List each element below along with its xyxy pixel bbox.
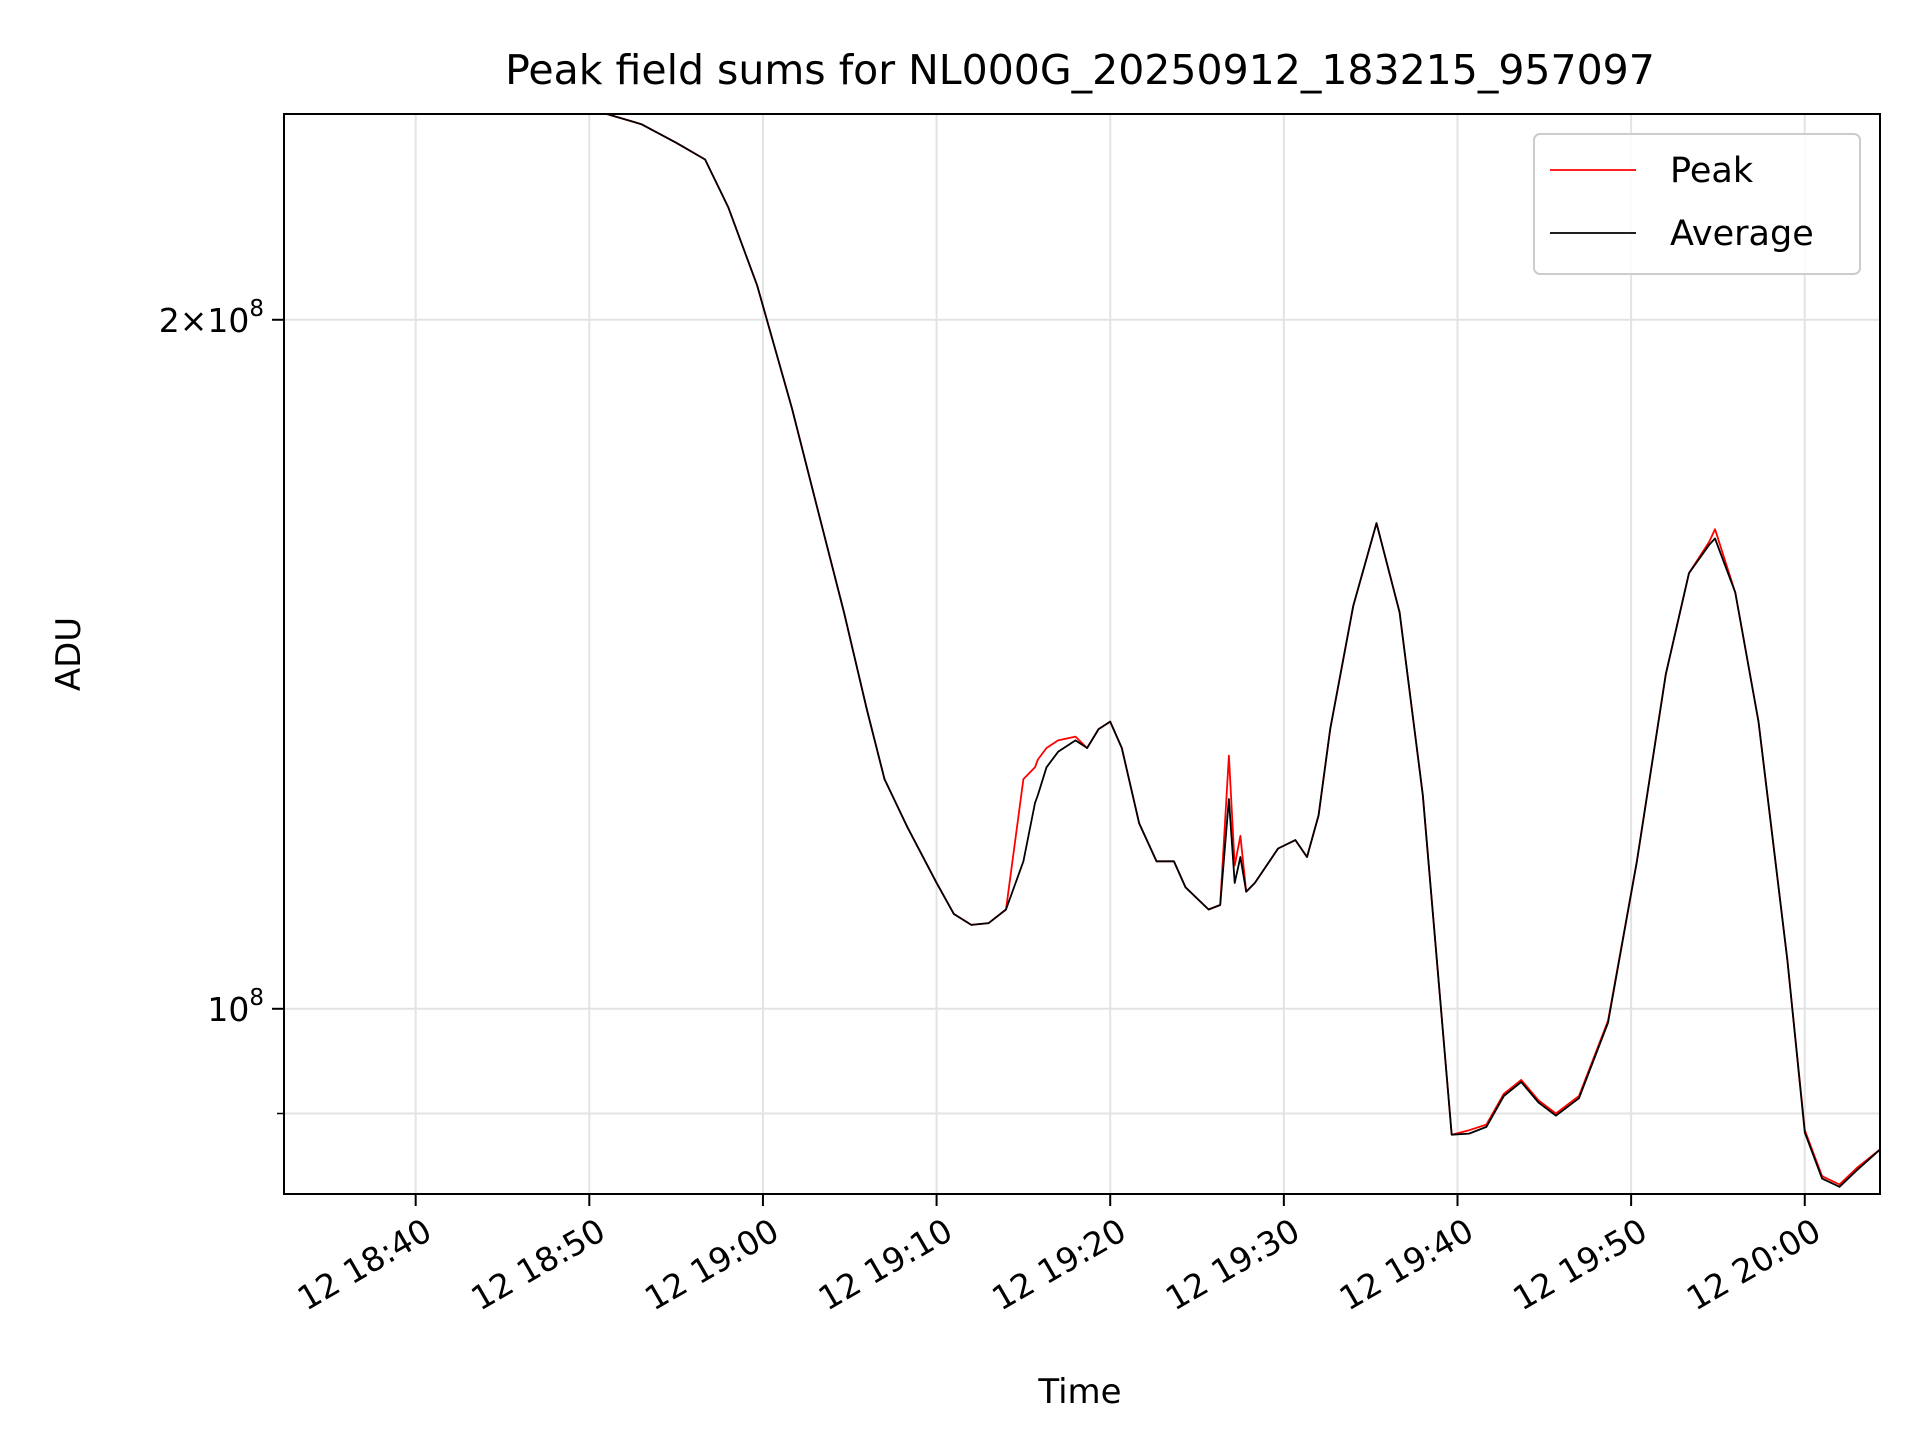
series-line-average (284, 114, 1880, 1188)
x-axis-label: Time (1037, 1372, 1121, 1412)
plot-frame (283, 113, 1881, 1195)
legend: Peak Average (1533, 133, 1861, 275)
y-axis-label: ADU (49, 617, 89, 691)
legend-label: Average (1670, 214, 1814, 254)
y-axis: 108 2×108 (159, 296, 284, 1115)
y-tick-label: 2×108 (159, 296, 264, 340)
legend-label: Peak (1670, 151, 1754, 191)
legend-box (1533, 133, 1861, 275)
data-series (284, 114, 1880, 1188)
chart-title: Peak field sums for NL000G_20250912_1832… (505, 46, 1655, 94)
grid-lines (284, 114, 1880, 1194)
y-tick-label: 108 (207, 985, 264, 1029)
